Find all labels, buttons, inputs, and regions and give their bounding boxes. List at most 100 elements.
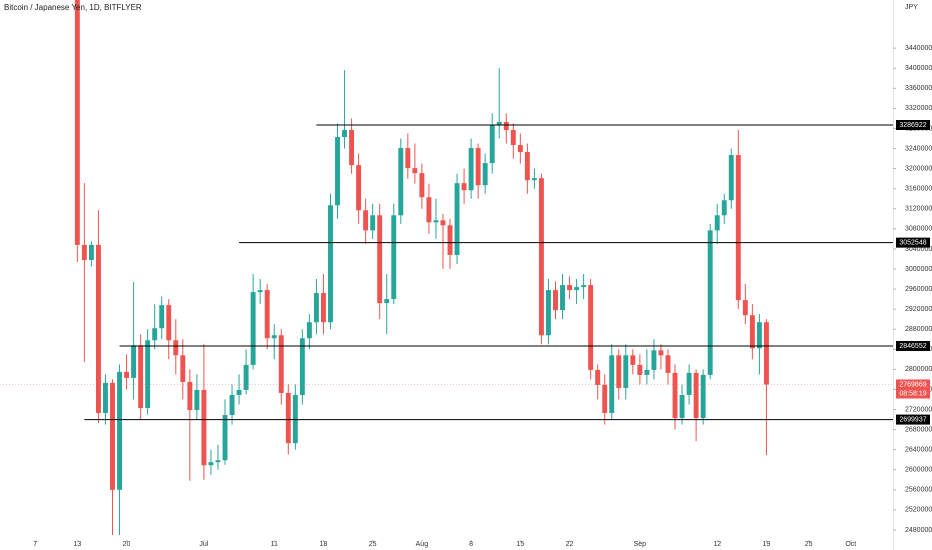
candle-body <box>553 290 558 311</box>
candle-body <box>475 148 481 186</box>
candle-body <box>496 121 502 125</box>
level-label: 2846552 <box>899 343 926 350</box>
candle-body <box>95 244 101 414</box>
candle-body <box>728 155 734 201</box>
y-tick-label: 3040000 <box>905 246 932 253</box>
candle-body <box>447 225 453 255</box>
candle-body <box>81 244 87 260</box>
candle-body <box>250 292 256 365</box>
x-tick-label: Sep <box>634 541 647 548</box>
candle-body <box>419 173 425 198</box>
x-tick-label: 25 <box>369 541 377 548</box>
candle-body <box>749 315 755 349</box>
level-label-box <box>896 341 930 352</box>
y-tick-label: 3320000 <box>905 105 932 112</box>
candle-body <box>735 155 741 301</box>
last-price-box <box>896 379 930 399</box>
x-tick-label: 19 <box>763 541 771 548</box>
candle-body <box>574 287 580 291</box>
candle-body <box>700 374 706 419</box>
candle-body <box>567 285 573 291</box>
candle-body <box>222 415 228 461</box>
candle-body <box>672 372 678 419</box>
candle-body <box>545 290 551 336</box>
candle-body <box>117 371 122 490</box>
candle-body <box>271 335 277 339</box>
candle-body <box>159 305 165 329</box>
currency-label: JPY <box>905 4 918 11</box>
candle-body <box>229 394 235 416</box>
y-tick-label: 3400000 <box>905 65 932 72</box>
candle-body <box>651 350 657 370</box>
countdown-label: 08:58:19 <box>899 390 926 397</box>
candle-body <box>166 305 172 341</box>
candle-body <box>665 355 671 373</box>
y-tick-label: 2800000 <box>905 366 932 373</box>
candle-body <box>306 322 312 339</box>
candle-body <box>335 137 340 206</box>
candle-body <box>173 340 179 356</box>
candle-body <box>531 178 537 181</box>
candle-body <box>187 381 193 411</box>
level-label: 3052548 <box>899 239 926 246</box>
candle-body <box>707 230 713 375</box>
candle-body <box>588 285 594 370</box>
candle-body <box>328 205 333 323</box>
candle-body <box>693 372 699 419</box>
candle-body <box>510 129 516 146</box>
candle-body <box>637 364 643 375</box>
candle-body <box>257 290 263 293</box>
candle-body <box>595 369 601 385</box>
candle-body <box>433 220 439 223</box>
candle-body <box>686 372 692 395</box>
candle-body <box>356 165 362 211</box>
y-tick-label: 2520000 <box>905 507 932 514</box>
candle-body <box>201 389 207 466</box>
candle-body <box>721 200 727 216</box>
candle-body <box>679 394 685 419</box>
y-tick-label: 2960000 <box>905 286 932 293</box>
last-price-label: 2769869 <box>899 381 926 388</box>
x-tick-label: 11 <box>271 541 278 548</box>
candle-body <box>299 338 305 395</box>
y-tick-label: 3200000 <box>905 165 932 172</box>
candle-body <box>363 210 369 231</box>
candle-body <box>384 299 390 304</box>
y-tick-label: 3120000 <box>905 206 932 213</box>
candle-body <box>152 328 158 341</box>
y-tick-label: 2480000 <box>905 527 932 534</box>
y-tick-label: 3160000 <box>905 186 932 193</box>
candle-body <box>616 355 622 388</box>
x-tick-label: 8 <box>469 541 473 548</box>
candle-body <box>412 168 418 174</box>
level-label-box <box>896 237 930 248</box>
candle-body <box>342 129 348 138</box>
candle-body <box>468 148 474 191</box>
candle-body <box>461 183 467 191</box>
y-tick-label: 3240000 <box>905 145 932 152</box>
candle-body <box>88 244 94 260</box>
candle-body <box>644 369 650 375</box>
x-tick-label: 20 <box>123 541 131 548</box>
candle-body <box>264 290 270 339</box>
y-tick-label: 3080000 <box>905 226 932 233</box>
candle-body <box>285 392 291 444</box>
candle-body <box>370 215 376 231</box>
candle-body <box>623 355 629 388</box>
candle-body <box>503 121 509 130</box>
candle-body <box>110 382 115 490</box>
candle-body <box>440 220 446 226</box>
x-tick-label: 25 <box>805 541 813 548</box>
candle-body <box>609 355 615 414</box>
candle-body <box>763 322 769 385</box>
candle-body <box>482 163 488 186</box>
candle-body <box>581 285 587 288</box>
candle-body <box>517 145 523 153</box>
candle-body <box>560 285 565 311</box>
candle-body <box>313 293 319 323</box>
candle-body <box>602 384 608 414</box>
candle-body <box>377 215 383 304</box>
candle-body <box>489 124 495 164</box>
y-tick-label: 2920000 <box>905 306 932 313</box>
